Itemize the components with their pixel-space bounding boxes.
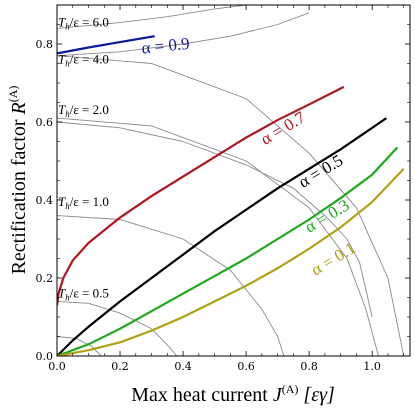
temperature-curve [57, 55, 405, 356]
y-axis-title-symbol: R [8, 102, 30, 115]
temperature-curve [57, 117, 379, 356]
x-axis-title-main: Max heat current [131, 384, 273, 406]
svg-text:Rectification factor R(A): Rectification factor R(A) [6, 86, 30, 275]
x-axis-title-symbol: J [273, 384, 283, 406]
temperature-curve [57, 336, 102, 356]
temperature-curves [57, 5, 405, 356]
x-tick-label: 0.6 [237, 360, 255, 373]
axis-ticks: 0.0 0.2 0.4 0.6 0.8 1.0 0.0 0.2 0.4 0.6 0.8 [36, 5, 410, 373]
series-lines [57, 35, 405, 356]
x-tick-label: 1.0 [363, 360, 381, 373]
x-axis-title-superscript: (A) [282, 382, 299, 396]
temperature-curve [57, 121, 373, 318]
temperature-curve [57, 12, 310, 57]
y-axis-title: Rectification factor R(A) [6, 86, 30, 275]
series-label: α = 0.5 [295, 151, 346, 192]
series-label: α = 0.9 [141, 34, 191, 58]
temperature-label: Th/ε = 4.0 [58, 52, 109, 69]
temperature-label: Th/ε = 0.5 [58, 286, 109, 303]
x-tick-label: 0.8 [300, 360, 318, 373]
y-axis-title-main: Rectification factor [8, 114, 30, 274]
y-axis-title-superscript: (A) [6, 86, 20, 103]
series-line [57, 168, 405, 356]
temperature-label: Th/ε = 2.0 [58, 102, 109, 119]
series-line [57, 146, 399, 356]
series-label: α = 0.7 [257, 107, 309, 148]
x-axis-title-unit: [εγ] [303, 384, 334, 406]
series-line [57, 35, 155, 55]
svg-text:Max heat current J(A)[εγ]: Max heat current J(A) [εγ] [131, 382, 335, 406]
temperature-labels: Th/ε = 6.0 Th/ε = 4.0 Th/ε = 2.0 Th/ε = 1.0… [58, 14, 109, 302]
temperature-label: Th/ε = 6.0 [58, 14, 109, 31]
series-labels: α = 0.9α = 0.7α = 0.5α = 0.3α = 0.1 [141, 34, 359, 280]
y-tick-label: 0.0 [36, 350, 54, 363]
temperature-curve [57, 5, 247, 29]
y-tick-label: 0.6 [36, 116, 54, 129]
x-axis-title: Max heat current J(A) [εγ] [131, 382, 335, 406]
y-tick-label: 0.8 [36, 38, 54, 51]
plot-frame [56, 4, 411, 357]
x-tick-label: 0.0 [48, 360, 66, 373]
temperature-curve [57, 215, 285, 356]
temperature-label: Th/ε = 1.0 [58, 194, 109, 211]
series-line [57, 117, 387, 356]
series-line [57, 85, 345, 306]
y-tick-label: 0.4 [36, 194, 54, 207]
x-tick-label: 0.2 [111, 360, 129, 373]
x-tick-label: 0.4 [174, 360, 192, 373]
y-tick-label: 0.2 [36, 272, 54, 285]
